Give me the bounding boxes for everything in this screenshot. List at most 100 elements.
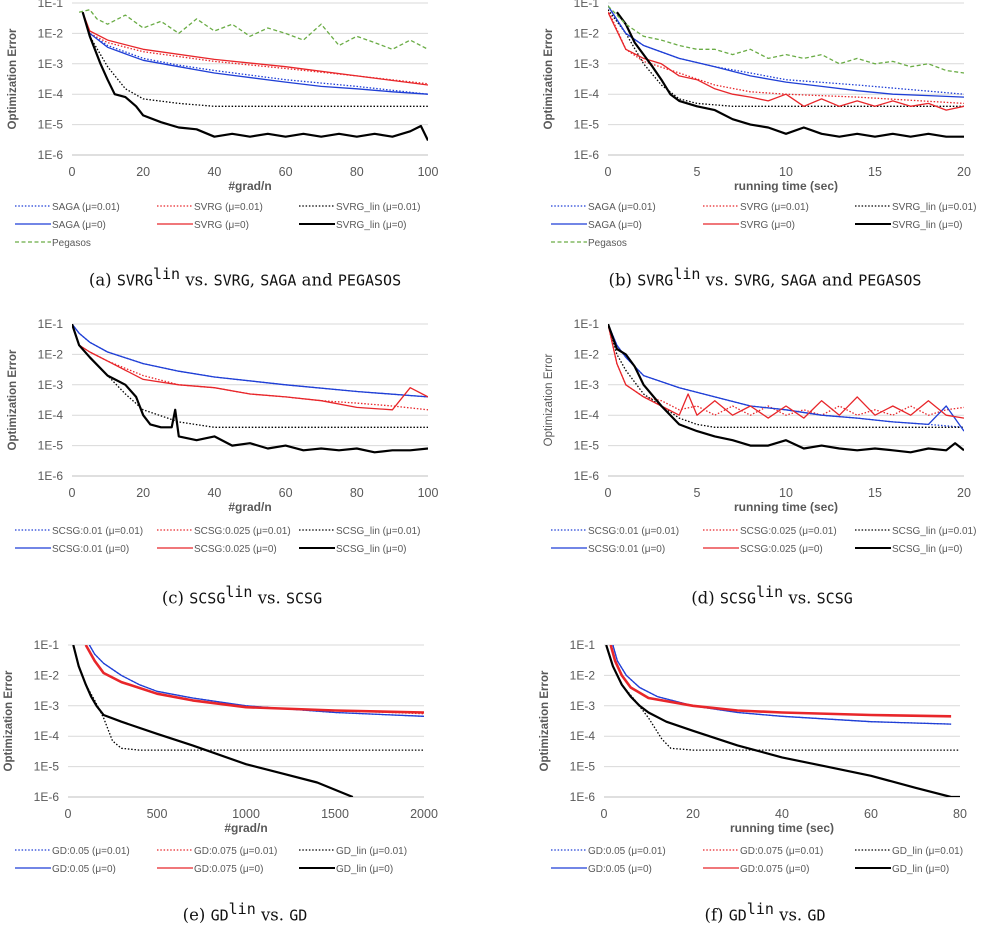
x-tick-label: 0 bbox=[69, 165, 76, 179]
y-tick-label: 1E-1 bbox=[570, 638, 596, 652]
legend-entry: SVRG (μ=0.01) bbox=[740, 202, 809, 213]
x-tick-label: 20 bbox=[957, 486, 971, 500]
y-axis-label: Optimization Error bbox=[7, 28, 19, 129]
legend-entry: SCSG:0.025 (μ=0) bbox=[740, 544, 823, 555]
series-line bbox=[72, 324, 428, 398]
y-tick-label: 1E-6 bbox=[574, 469, 600, 483]
y-tick-label: 1E-3 bbox=[574, 378, 600, 392]
series-line bbox=[608, 5, 964, 98]
series-line bbox=[82, 11, 428, 95]
series-line bbox=[72, 324, 428, 428]
y-tick-label: 1E-1 bbox=[574, 317, 600, 331]
y-tick-label: 1E-5 bbox=[38, 439, 64, 453]
legend-entry: GD:0.075 (μ=0.01) bbox=[194, 846, 277, 857]
legend-entry: GD_lin (μ=0.01) bbox=[892, 846, 963, 857]
series-line bbox=[82, 11, 428, 95]
series-line bbox=[84, 645, 424, 714]
series-line bbox=[78, 9, 428, 50]
x-tick-label: 1000 bbox=[232, 807, 260, 821]
legend-entry: SCSG:0.01 (μ=0.01) bbox=[588, 526, 679, 537]
y-tick-label: 1E-5 bbox=[38, 118, 64, 132]
x-tick-label: 40 bbox=[207, 165, 221, 179]
x-axis-label: running time (sec) bbox=[734, 179, 838, 193]
legend-entry: GD_lin (μ=0) bbox=[892, 864, 949, 875]
y-tick-label: 1E-5 bbox=[574, 118, 600, 132]
series-line bbox=[81, 11, 428, 141]
legend-entry: GD:0.075 (μ=0) bbox=[194, 864, 263, 875]
series-line bbox=[608, 324, 964, 419]
series-line bbox=[609, 645, 952, 718]
x-axis-label: running time (sec) bbox=[730, 821, 834, 835]
y-tick-label: 1E-6 bbox=[570, 790, 596, 804]
legend-entry: GD_lin (μ=0.01) bbox=[336, 846, 407, 857]
caption-f: (f) GDlin vs. GD bbox=[704, 900, 826, 925]
y-tick-label: 1E-4 bbox=[570, 729, 596, 743]
y-tick-label: 1E-4 bbox=[34, 729, 60, 743]
y-tick-label: 1E-3 bbox=[574, 57, 600, 71]
x-tick-label: 80 bbox=[350, 486, 364, 500]
legend-entry: SCSG_lin (μ=0.01) bbox=[892, 526, 976, 537]
chart-a: 1E-1 1E-2 1E-3 1E-4 1E-5 1E-6 0 20 40 60 80 100 #gra… bbox=[7, 0, 438, 249]
x-tick-label: 0 bbox=[601, 807, 608, 821]
legend-entry: SCSG_lin (μ=0.01) bbox=[336, 526, 420, 537]
y-tick-label: 1E-6 bbox=[574, 148, 600, 162]
y-tick-label: 1E-1 bbox=[574, 0, 600, 10]
x-tick-label: 20 bbox=[686, 807, 700, 821]
x-tick-label: 2000 bbox=[410, 807, 438, 821]
x-tick-label: 0 bbox=[65, 807, 72, 821]
caption-b: (b) SVRGlin vs. SVRG, SAGA and PEGASOS bbox=[608, 265, 922, 290]
chart-e: 1E-1 1E-2 1E-3 1E-4 1E-5 1E-6 0 500 1000 1500 2000… bbox=[3, 638, 438, 875]
x-tick-label: 100 bbox=[418, 165, 439, 179]
legend-entry: SVRG_lin (μ=0.01) bbox=[336, 202, 420, 213]
series-line bbox=[72, 324, 428, 411]
x-tick-label: 1500 bbox=[321, 807, 349, 821]
legend-entry: Pegasos bbox=[588, 238, 627, 249]
x-tick-label: 500 bbox=[147, 807, 168, 821]
caption-a: (a) SVRGlin vs. SVRG, SAGA and PEGASOS bbox=[88, 265, 402, 290]
y-tick-label: 1E-6 bbox=[38, 469, 64, 483]
y-tick-label: 1E-3 bbox=[34, 699, 60, 713]
x-tick-label: 15 bbox=[868, 165, 882, 179]
x-tick-label: 0 bbox=[605, 486, 612, 500]
series-line bbox=[82, 11, 428, 85]
x-tick-label: 20 bbox=[136, 165, 150, 179]
y-tick-label: 1E-2 bbox=[38, 347, 64, 361]
legend-entry: GD:0.05 (μ=0) bbox=[52, 864, 116, 875]
x-tick-label: 80 bbox=[953, 807, 967, 821]
y-tick-label: 1E-1 bbox=[38, 317, 64, 331]
legend-entry: SCSG:0.01 (μ=0) bbox=[52, 544, 129, 555]
caption-e: (e) GDlin vs. GD bbox=[182, 900, 308, 925]
legend-entry: SVRG (μ=0.01) bbox=[194, 202, 263, 213]
y-tick-label: 1E-2 bbox=[34, 668, 60, 682]
legend-entry: SCSG:0.01 (μ=0) bbox=[588, 544, 665, 555]
series-line bbox=[608, 324, 964, 432]
series-line bbox=[608, 5, 964, 74]
x-tick-label: 10 bbox=[779, 165, 793, 179]
chart-c: 1E-1 1E-2 1E-3 1E-4 1E-5 1E-6 0 20 40 60 80 100 #gra… bbox=[7, 317, 438, 555]
legend-entry: SVRG (μ=0) bbox=[740, 220, 795, 231]
y-tick-label: 1E-5 bbox=[570, 760, 596, 774]
series-line bbox=[612, 645, 952, 725]
y-axis-label: Optimization Error bbox=[7, 349, 19, 450]
series-line bbox=[608, 324, 964, 454]
y-tick-label: 1E-1 bbox=[38, 0, 64, 10]
y-tick-label: 1E-6 bbox=[38, 148, 64, 162]
x-tick-label: 5 bbox=[694, 165, 701, 179]
y-tick-label: 1E-3 bbox=[38, 57, 64, 71]
y-tick-label: 1E-6 bbox=[34, 790, 60, 804]
legend-entry: SVRG_lin (μ=0) bbox=[336, 220, 407, 231]
x-tick-label: 10 bbox=[779, 486, 793, 500]
legend-entry: SAGA (μ=0) bbox=[588, 220, 642, 231]
y-tick-label: 1E-2 bbox=[38, 26, 64, 40]
series-line bbox=[72, 645, 354, 797]
y-tick-label: 1E-4 bbox=[38, 87, 64, 101]
legend-entry: SVRG_lin (μ=0) bbox=[892, 220, 963, 231]
legend-entry: SAGA (μ=0) bbox=[52, 220, 106, 231]
x-tick-label: 80 bbox=[350, 165, 364, 179]
y-axis-label: Optimization Error bbox=[3, 670, 15, 771]
series-line bbox=[82, 11, 428, 86]
legend-entry: SCSG_lin (μ=0) bbox=[892, 544, 963, 555]
legend-entry: GD:0.05 (μ=0.01) bbox=[588, 846, 666, 857]
x-tick-label: 15 bbox=[868, 486, 882, 500]
